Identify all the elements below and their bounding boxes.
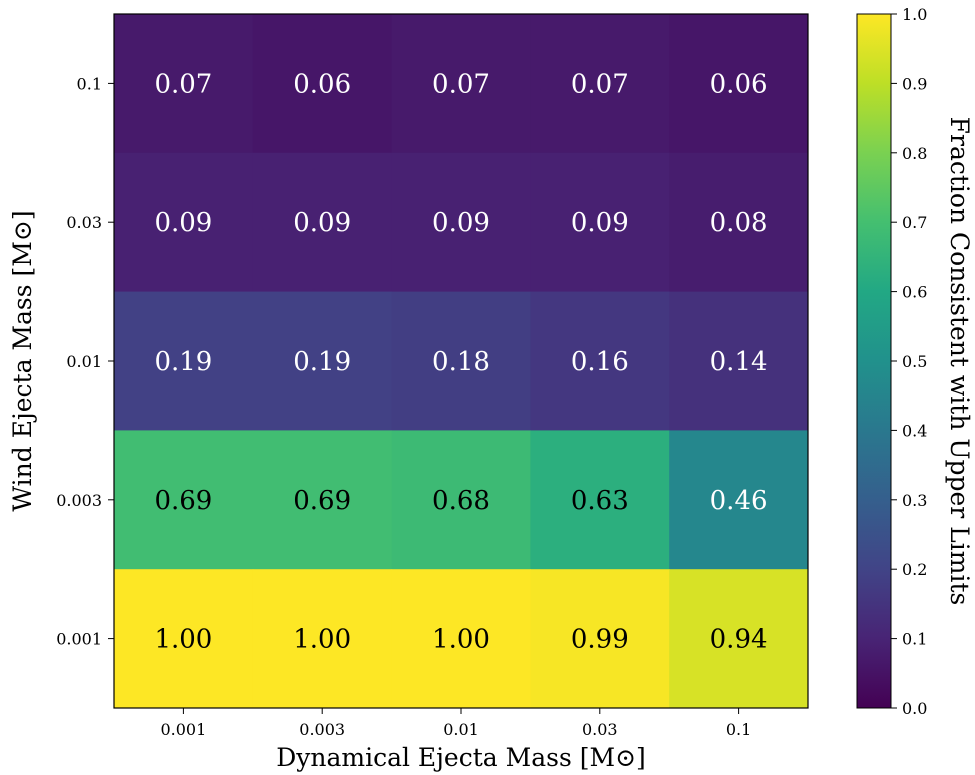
- cell-value-label: 0.06: [293, 69, 351, 99]
- cell-value-label: 0.19: [293, 347, 351, 377]
- colorbar-tick-label: 0.4: [902, 421, 927, 440]
- heatmap-cell: [252, 152, 393, 293]
- cell-value-label: 0.08: [710, 208, 768, 238]
- cell-value-label: 0.09: [571, 208, 629, 238]
- cell-value-label: 0.09: [432, 208, 490, 238]
- heatmap-cell: [391, 430, 531, 570]
- x-tick-label: 0.01: [443, 720, 479, 739]
- cell-value-label: 0.46: [710, 486, 768, 516]
- cell-value-label: 0.19: [154, 347, 212, 377]
- colorbar-tick-label: 0.7: [902, 213, 927, 232]
- cell-value-label: 1.00: [293, 625, 351, 655]
- colorbar-tick-label: 0.0: [902, 699, 927, 718]
- heatmap-cell: [114, 569, 254, 709]
- cell-value-label: 0.09: [154, 208, 212, 238]
- heatmap-cell: [391, 152, 531, 293]
- colorbar: [856, 13, 892, 709]
- cell-value-label: 0.07: [154, 69, 212, 99]
- y-tick-label: 0.003: [56, 491, 102, 510]
- colorbar-tick-label: 0.8: [902, 144, 927, 163]
- cell-value-label: 0.16: [571, 347, 629, 377]
- colorbar-tick-label: 0.5: [902, 352, 927, 371]
- heatmap-cell: [252, 14, 393, 154]
- heatmap-cell: [530, 430, 670, 570]
- y-axis-label: Wind Ejecta Mass [M⊙]: [8, 210, 37, 511]
- heatmap-cell: [669, 569, 809, 709]
- heatmap-cells: [114, 14, 809, 709]
- y-tick-label: 0.03: [66, 213, 102, 232]
- heatmap-cell: [114, 152, 254, 293]
- heatmap-cell: [114, 291, 254, 431]
- heatmap-cell: [530, 569, 670, 709]
- heatmap-cell: [530, 291, 670, 431]
- heatmap-cell: [530, 14, 670, 154]
- x-tick-label: 0.001: [160, 720, 206, 739]
- cell-value-label: 0.06: [710, 69, 768, 99]
- cell-value-label: 0.69: [293, 486, 351, 516]
- x-tick-label: 0.1: [726, 720, 751, 739]
- cell-value-label: 0.99: [571, 625, 629, 655]
- heatmap-cell: [391, 569, 531, 709]
- y-tick-label: 0.1: [77, 74, 102, 93]
- heatmap-cell: [114, 430, 254, 570]
- colorbar-tick-label: 0.1: [902, 630, 927, 649]
- colorbar-ticks: 0.0 0.1 0.2 0.3 0.4 0.5 0.6 0.7 0.8 0.9 1.0: [891, 5, 927, 718]
- colorbar-tick-label: 0.6: [902, 283, 927, 302]
- x-axis-label: Dynamical Ejecta Mass [M⊙]: [276, 743, 646, 772]
- heatmap-cell: [391, 291, 531, 431]
- cell-value-label: 0.68: [432, 486, 490, 516]
- x-axis-ticks: 0.001 0.003 0.01 0.03 0.1: [160, 708, 751, 739]
- colorbar-tick-label: 0.3: [902, 491, 927, 510]
- x-tick-label: 0.03: [582, 720, 618, 739]
- cell-value-label: 0.69: [154, 486, 212, 516]
- cell-value-label: 0.09: [293, 208, 351, 238]
- heatmap-cell: [252, 569, 393, 709]
- colorbar-tick-label: 1.0: [902, 5, 927, 24]
- heatmap-cell: [391, 14, 531, 154]
- heatmap-cell: [114, 14, 254, 154]
- cell-value-label: 0.63: [571, 486, 629, 516]
- heatmap-cell: [669, 291, 809, 431]
- heatmap-cell-labels: 0.07 0.06 0.07 0.07 0.06 0.09 0.09 0.09 0.09 0.08…: [154, 69, 767, 654]
- heatmap-cell: [669, 430, 809, 570]
- heatmap-cell: [669, 14, 809, 154]
- cell-value-label: 0.07: [571, 69, 629, 99]
- cell-value-label: 1.00: [154, 625, 212, 655]
- colorbar-tick-label: 0.9: [902, 74, 927, 93]
- heatmap-cell: [252, 430, 393, 570]
- y-axis-ticks: 0.1 0.03 0.01 0.003 0.001: [56, 74, 114, 649]
- heatmap-cell: [669, 152, 809, 293]
- heatmap-cell: [252, 291, 393, 431]
- y-tick-label: 0.001: [56, 630, 102, 649]
- cell-value-label: 0.07: [432, 69, 490, 99]
- cell-value-label: 0.18: [432, 347, 490, 377]
- cell-value-label: 1.00: [432, 625, 490, 655]
- colorbar-tick-label: 0.2: [902, 560, 927, 579]
- colorbar-label: Fraction Consistent with Upper Limits: [945, 117, 974, 606]
- x-tick-label: 0.003: [299, 720, 345, 739]
- y-tick-label: 0.01: [66, 352, 102, 371]
- cell-value-label: 0.94: [710, 625, 768, 655]
- heatmap-cell: [530, 152, 670, 293]
- cell-value-label: 0.14: [710, 347, 768, 377]
